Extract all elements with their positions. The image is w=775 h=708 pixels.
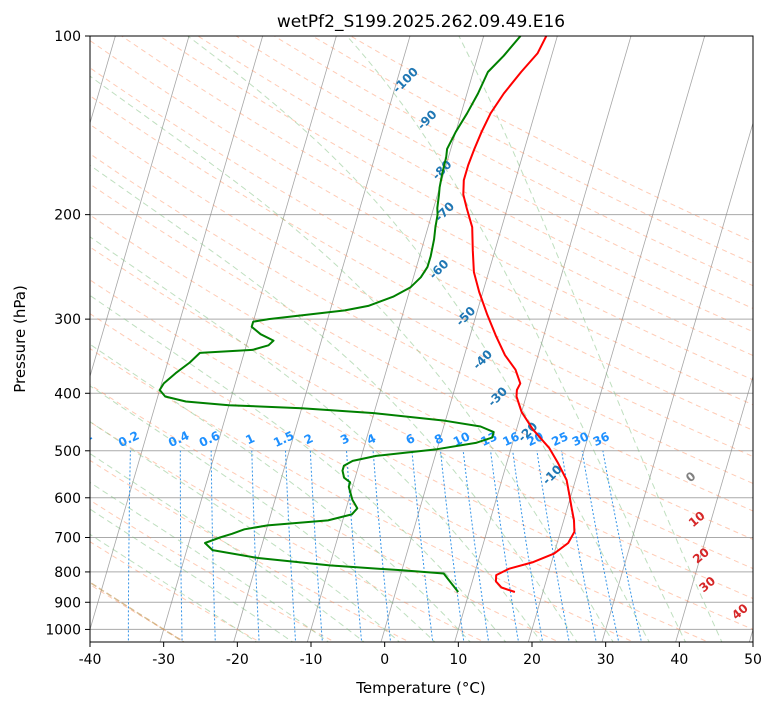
x-tick-label: -40 (79, 652, 102, 668)
dry-adiabat (90, 541, 261, 642)
y-axis-label: Pressure (hPa) (11, 285, 29, 393)
moist-adiabat (346, 36, 687, 642)
isotherm-line (675, 374, 753, 642)
x-tick-label: -20 (226, 652, 249, 668)
isotherm-line (90, 36, 264, 631)
y-tick-label: 800 (54, 565, 81, 581)
isotherm-line (233, 36, 411, 642)
x-tick-label: 10 (449, 652, 467, 668)
dry-adiabat (90, 421, 486, 642)
y-tick-label: 600 (54, 491, 81, 507)
y-tick-label: 700 (54, 531, 81, 547)
mixing-ratio-line (251, 450, 260, 642)
moist-adiabat (90, 385, 436, 642)
y-tick-label: 1000 (45, 622, 81, 638)
mixing-ratio-label: 25 (549, 429, 570, 449)
x-tick-label: 0 (380, 652, 389, 668)
mixing-ratio-label: 20 (525, 429, 546, 449)
dry-adiabat (235, 36, 753, 309)
dry-adiabat (90, 214, 753, 570)
y-tick-label: 300 (54, 312, 81, 328)
mixing-ratio-label: 16 (500, 429, 521, 449)
isotherm-line (601, 121, 753, 642)
x-tick-label: 30 (597, 652, 615, 668)
temperature-profile-line (462, 36, 576, 593)
x-tick-label: 50 (744, 652, 762, 668)
axes: -40 -30 -20 -10 0 10 20 30 40 50 100 200 300 400 500 60… (45, 29, 762, 668)
mixing-ratio-line (512, 450, 544, 642)
x-tick-label: -10 (300, 652, 323, 668)
mixing-ratio-line (309, 450, 323, 642)
dry-adiabat (90, 313, 710, 642)
x-tick-label: 20 (523, 652, 541, 668)
dry-adiabat (90, 584, 187, 642)
moist-adiabat (90, 75, 614, 642)
moist-adiabat (90, 343, 471, 642)
moist-adiabat (90, 481, 330, 642)
mixing-ratio-line (536, 450, 570, 642)
mixing-ratio-line (602, 450, 643, 642)
y-tick-label: 100 (54, 29, 81, 45)
moist-adiabat (90, 236, 542, 642)
x-tick-label: 40 (670, 652, 688, 668)
mixing-ratio-label: 36 (591, 429, 612, 449)
mixing-ratio-label: 30 (570, 429, 591, 449)
chart-title: wetPf2_S199.2025.262.09.49.E16 (277, 12, 565, 32)
isotherm-line (90, 36, 116, 125)
isotherm-line (380, 36, 558, 642)
dry-adiabat (159, 36, 753, 357)
y-tick-label: 500 (54, 444, 81, 460)
dry-adiabat (90, 95, 753, 458)
dry-adiabat (90, 459, 411, 642)
dry-adiabat (90, 348, 635, 642)
plot-frame (89, 35, 754, 643)
mixing-ratio-line (127, 450, 131, 642)
dry-adiabat (90, 279, 753, 630)
moist-adiabat (90, 452, 365, 642)
dry-adiabat (90, 153, 753, 512)
moist-adiabat (458, 36, 723, 642)
moist-adiabat (90, 508, 294, 642)
dry-adiabat (90, 39, 753, 406)
mixing-ratio-label: 0.1 (69, 428, 94, 450)
isotherm-line (454, 36, 632, 642)
dry-adiabat (90, 246, 753, 600)
dry-adiabat (273, 36, 753, 287)
mixing-ratio-line (179, 450, 183, 642)
moist-adiabat (90, 421, 401, 642)
x-axis-label: Temperature (°C) (355, 679, 485, 697)
y-tick-label: 200 (54, 208, 81, 224)
moist-adiabat (90, 164, 578, 642)
mixing-ratio-line (490, 450, 520, 642)
x-tick-label: -30 (152, 652, 175, 668)
y-tick-label: 900 (54, 595, 81, 611)
isotherm-line (306, 36, 485, 642)
mixing-ratio-line (581, 450, 620, 642)
moist-adiabat (90, 294, 507, 642)
dewpoint-profile-line (158, 36, 522, 593)
y-tick-label: 400 (54, 386, 81, 402)
moist-adiabat (90, 533, 258, 642)
isotherm-line (90, 36, 190, 378)
mixing-ratio-line (285, 450, 297, 642)
mixing-ratio-line (210, 450, 216, 642)
